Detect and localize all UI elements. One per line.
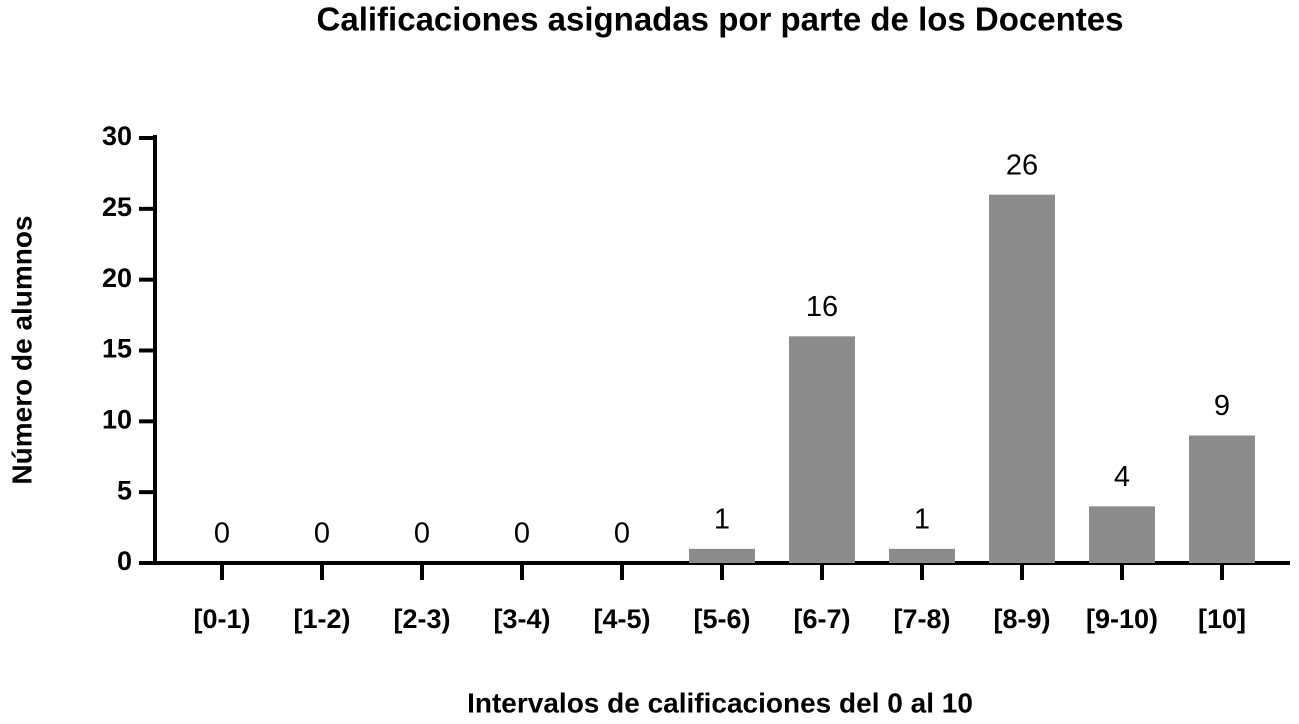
bar <box>789 336 855 563</box>
x-tick-label: [1-2) <box>293 604 350 634</box>
x-tick-label: [6-7) <box>793 604 850 634</box>
x-tick-label: [5-6) <box>693 604 750 634</box>
x-tick-label: [8-9) <box>993 604 1050 634</box>
value-label: 0 <box>214 518 230 550</box>
y-tick-label: 20 <box>102 263 132 293</box>
y-tick-label: 10 <box>102 404 132 434</box>
chart-title: Calificaciones asignadas por parte de lo… <box>317 1 1124 38</box>
y-tick-label: 15 <box>102 334 132 364</box>
x-tick-label: [4-5) <box>593 604 650 634</box>
bar <box>889 548 955 563</box>
value-label: 26 <box>1006 149 1038 181</box>
value-label: 0 <box>614 518 630 550</box>
y-tick-label: 30 <box>102 121 132 151</box>
bar <box>689 548 755 563</box>
value-label: 0 <box>414 518 430 550</box>
value-label: 9 <box>1214 390 1230 422</box>
value-label: 4 <box>1114 461 1130 493</box>
x-tick-label: [7-8) <box>893 604 950 634</box>
bar <box>1189 435 1255 563</box>
value-label: 0 <box>514 518 530 550</box>
value-label: 0 <box>314 518 330 550</box>
x-tick-label: [3-4) <box>493 604 550 634</box>
value-label: 1 <box>714 503 730 535</box>
y-tick-label: 25 <box>102 192 132 222</box>
value-label: 16 <box>806 291 838 323</box>
bar <box>1089 506 1155 563</box>
value-label: 1 <box>914 503 930 535</box>
y-tick-label: 5 <box>117 475 132 505</box>
x-tick-label: [0-1) <box>193 604 250 634</box>
x-tick-label: [9-10) <box>1086 604 1158 634</box>
x-tick-label: [2-3) <box>393 604 450 634</box>
x-tick-label: [10] <box>1198 604 1246 634</box>
y-axis-label: Número de alumnos <box>6 215 37 484</box>
x-axis-label: Intervalos de calificaciones del 0 al 10 <box>467 687 973 718</box>
bar <box>989 194 1055 563</box>
y-tick-label: 0 <box>117 546 132 576</box>
